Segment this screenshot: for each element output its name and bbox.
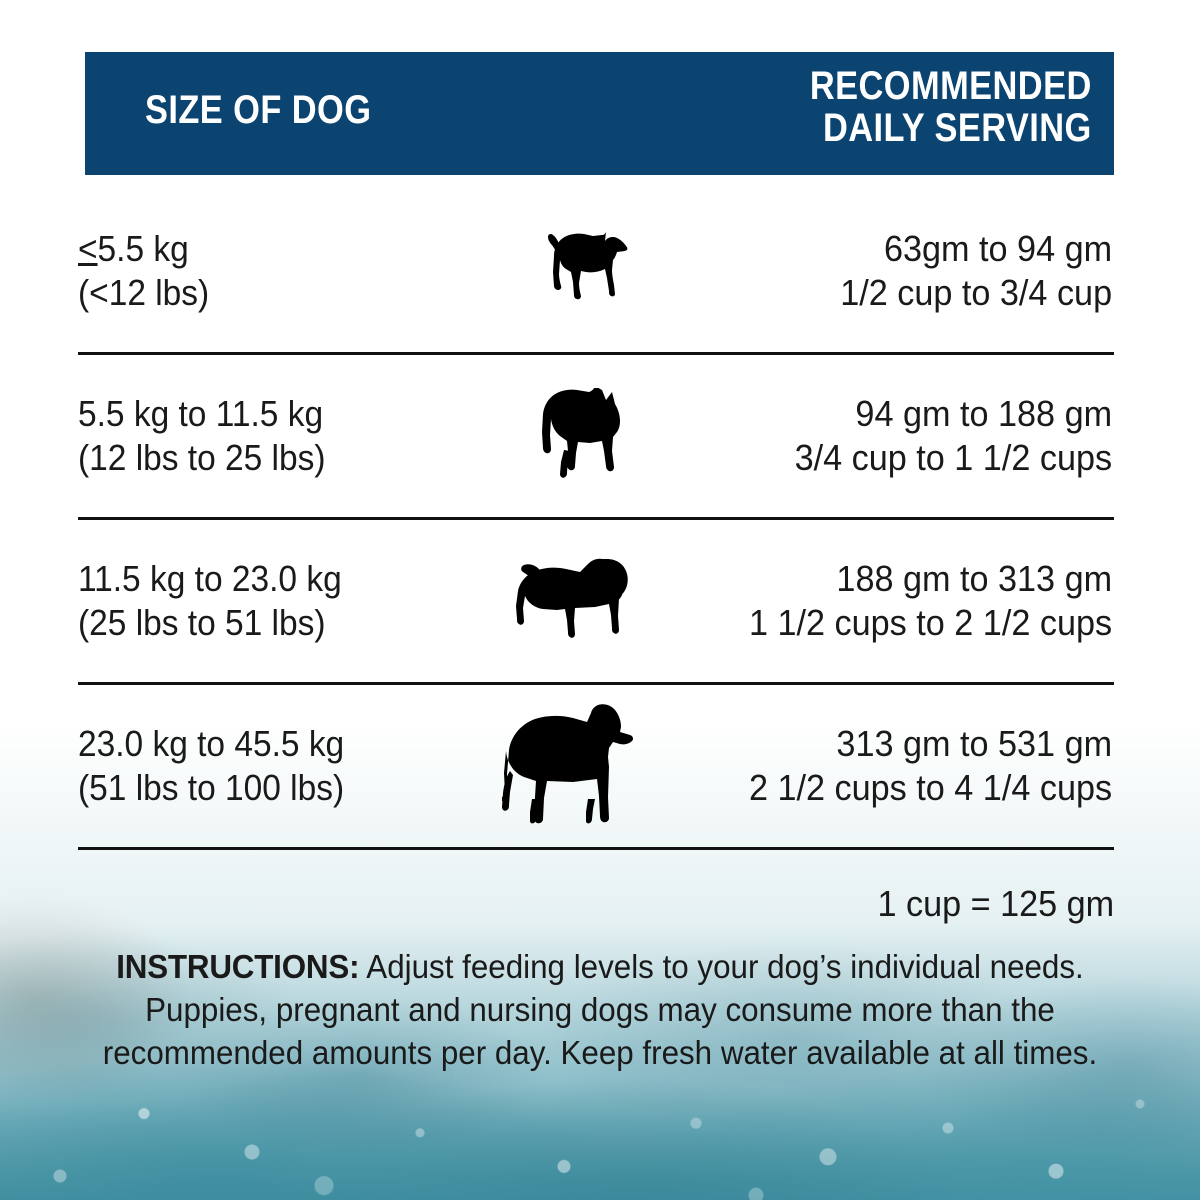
size-weight-lbs: (51 lbs to 100 lbs) xyxy=(78,767,345,808)
header-size-of-dog: SIZE OF DOG xyxy=(145,88,372,132)
serving-cups: 3/4 cup to 1 1/2 cups xyxy=(794,437,1113,478)
row-divider xyxy=(78,517,1114,520)
header-serving-line1: RECOMMENDED xyxy=(810,64,1092,108)
small-dog-silhouette-icon xyxy=(501,231,671,303)
serving-cups: 1/2 cup to 3/4 cup xyxy=(840,272,1113,313)
size-weight-lbs: (<12 lbs) xyxy=(78,272,210,313)
medium-dog-silhouette-icon xyxy=(501,388,671,480)
table-header-band: SIZE OF DOG RECOMMENDED DAILY SERVING xyxy=(85,52,1114,175)
size-weight-kg: 5.5 kg to 11.5 kg xyxy=(78,393,324,435)
serving-cell: 188 gm to 313 gm 1 1/2 cups to 2 1/2 cup… xyxy=(690,557,1114,645)
row-divider xyxy=(78,682,1114,685)
spaniel-dog-silhouette-icon xyxy=(485,555,655,639)
size-cell: <5.5 kg (<12 lbs) xyxy=(78,227,469,315)
header-recommended-daily-serving: RECOMMENDED DAILY SERVING xyxy=(810,64,1092,150)
size-weight-kg: 11.5 kg to 23.0 kg xyxy=(78,558,342,600)
size-weight-kg: 23.0 kg to 45.5 kg xyxy=(78,723,345,765)
table-row: <5.5 kg (<12 lbs) 63gm to 94 gm 1/2 cup … xyxy=(78,190,1114,355)
serving-grams: 188 gm to 313 gm xyxy=(836,558,1113,600)
serving-grams: 94 gm to 188 gm xyxy=(855,393,1113,435)
less-than-or-equal-glyph: < xyxy=(78,228,98,270)
size-cell: 5.5 kg to 11.5 kg (12 lbs to 25 lbs) xyxy=(78,392,469,480)
serving-cell: 94 gm to 188 gm 3/4 cup to 1 1/2 cups xyxy=(690,392,1114,480)
size-weight-kg-value: 5.5 kg xyxy=(97,228,189,270)
cup-to-gram-conversion-note: 1 cup = 125 gm xyxy=(877,883,1114,924)
large-dog-silhouette-icon xyxy=(484,703,654,825)
size-weight-kg: <5.5 kg xyxy=(78,227,469,271)
table-row: 23.0 kg to 45.5 kg (51 lbs to 100 lbs) xyxy=(78,685,1114,850)
serving-cell: 313 gm to 531 gm 2 1/2 cups to 4 1/4 cup… xyxy=(690,722,1114,810)
instructions-label: INSTRUCTIONS: xyxy=(116,948,360,985)
serving-cups: 1 1/2 cups to 2 1/2 cups xyxy=(748,602,1113,643)
instructions-paragraph: INSTRUCTIONS: Adjust feeding levels to y… xyxy=(97,946,1104,1075)
serving-grams: 63gm to 94 gm xyxy=(883,228,1113,270)
feeding-table-rows: <5.5 kg (<12 lbs) 63gm to 94 gm 1/2 cup … xyxy=(78,190,1114,850)
serving-cell: 63gm to 94 gm 1/2 cup to 3/4 cup xyxy=(690,227,1114,315)
table-row: 11.5 kg to 23.0 kg (25 lbs to 51 lbs) 18… xyxy=(78,520,1114,685)
header-serving-line2: DAILY SERVING xyxy=(823,105,1092,150)
row-divider xyxy=(78,847,1114,850)
serving-grams: 313 gm to 531 gm xyxy=(836,723,1113,765)
size-weight-lbs: (12 lbs to 25 lbs) xyxy=(78,437,326,478)
size-weight-lbs: (25 lbs to 51 lbs) xyxy=(78,602,326,643)
size-cell: 11.5 kg to 23.0 kg (25 lbs to 51 lbs) xyxy=(78,557,469,645)
table-row: 5.5 kg to 11.5 kg (12 lbs to 25 lbs) 94 … xyxy=(78,355,1114,520)
size-cell: 23.0 kg to 45.5 kg (51 lbs to 100 lbs) xyxy=(78,722,469,810)
serving-cups: 2 1/2 cups to 4 1/4 cups xyxy=(748,767,1113,808)
row-divider xyxy=(78,352,1114,355)
